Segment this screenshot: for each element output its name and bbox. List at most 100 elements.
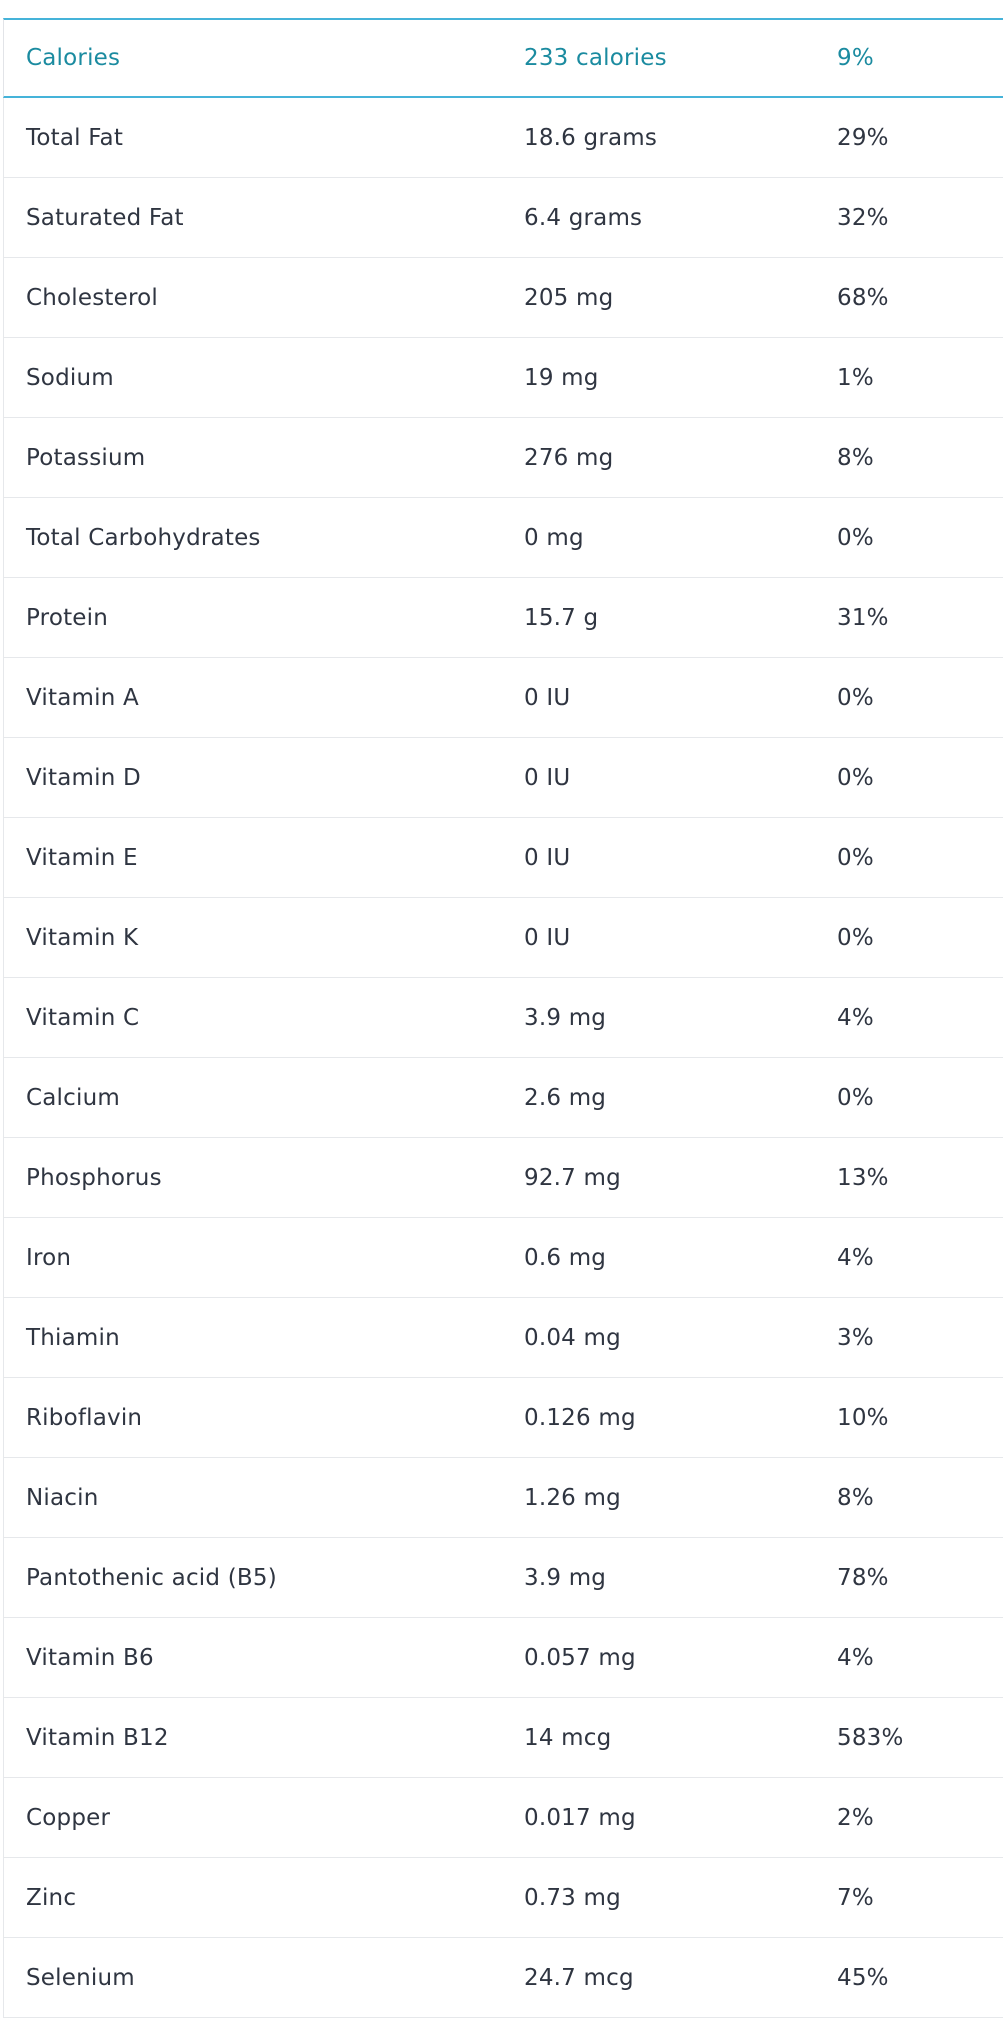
nutrient-name: Cholesterol [26,284,159,311]
nutrient-amount: 0 mg [524,524,584,551]
nutrient-amount: 205 mg [524,284,614,311]
table-row: Total Fat 18.6 grams 29% [3,98,1003,178]
daily-value-percent: 45% [837,1964,889,1991]
nutrient-amount: 15.7 g [524,604,599,631]
daily-value-percent: 13% [837,1164,889,1191]
daily-value-percent: 29% [837,124,889,151]
table-row: Iron 0.6 mg 4% [3,1218,1003,1298]
nutrient-amount: 0.73 mg [524,1884,621,1911]
calories-header-row: Calories 233 calories 9% [3,18,1003,98]
table-row: Thiamin 0.04 mg 3% [3,1298,1003,1378]
nutrient-name: Riboflavin [26,1404,143,1431]
nutrient-name: Zinc [26,1884,77,1911]
nutrient-name: Vitamin D [26,764,141,791]
daily-value-percent: 4% [837,1004,874,1031]
table-row: Calcium 2.6 mg 0% [3,1058,1003,1138]
nutrient-amount: 92.7 mg [524,1164,621,1191]
table-row: Vitamin E 0 IU 0% [3,818,1003,898]
daily-value-percent: 78% [837,1564,889,1591]
daily-value-percent: 9% [837,45,874,71]
nutrient-name: Calories [26,45,121,71]
daily-value-percent: 10% [837,1404,889,1431]
nutrition-table: Calories 233 calories 9% Total Fat 18.6 g… [3,18,1003,2018]
nutrient-amount: 19 mg [524,364,599,391]
nutrient-amount: 6.4 grams [524,204,643,231]
table-row: Zinc 0.73 mg 7% [3,1858,1003,1938]
daily-value-percent: 0% [837,1084,874,1111]
table-row: Vitamin A 0 IU 0% [3,658,1003,738]
daily-value-percent: 2% [837,1804,874,1831]
table-row: Pantothenic acid (B5) 3.9 mg 78% [3,1538,1003,1618]
nutrient-amount: 1.26 mg [524,1484,621,1511]
daily-value-percent: 31% [837,604,889,631]
nutrient-name: Total Fat [26,124,124,151]
nutrient-name: Pantothenic acid (B5) [26,1564,277,1591]
nutrient-amount: 0.126 mg [524,1404,636,1431]
table-row: Selenium 24.7 mcg 45% [3,1938,1003,2018]
nutrient-amount: 18.6 grams [524,124,658,151]
nutrient-name: Niacin [26,1484,99,1511]
nutrient-name: Protein [26,604,109,631]
table-row: Phosphorus 92.7 mg 13% [3,1138,1003,1218]
table-row: Saturated Fat 6.4 grams 32% [3,178,1003,258]
daily-value-percent: 8% [837,444,874,471]
daily-value-percent: 0% [837,844,874,871]
nutrient-name: Iron [26,1244,72,1271]
daily-value-percent: 583% [837,1724,904,1751]
nutrient-amount: 0 IU [524,924,571,951]
nutrient-amount: 0.04 mg [524,1324,621,1351]
nutrient-amount: 0 IU [524,684,571,711]
table-row: Total Carbohydrates 0 mg 0% [3,498,1003,578]
nutrient-name: Vitamin C [26,1004,140,1031]
table-row: Sodium 19 mg 1% [3,338,1003,418]
daily-value-percent: 3% [837,1324,874,1351]
table-row: Riboflavin 0.126 mg 10% [3,1378,1003,1458]
nutrient-amount: 0.6 mg [524,1244,607,1271]
nutrient-amount: 0 IU [524,764,571,791]
table-row: Protein 15.7 g 31% [3,578,1003,658]
nutrient-amount: 24.7 mcg [524,1964,634,1991]
table-row: Niacin 1.26 mg 8% [3,1458,1003,1538]
nutrient-amount: 3.9 mg [524,1004,607,1031]
daily-value-percent: 0% [837,524,874,551]
table-row: Vitamin C 3.9 mg 4% [3,978,1003,1058]
daily-value-percent: 0% [837,684,874,711]
nutrient-name: Sodium [26,364,114,391]
daily-value-percent: 0% [837,764,874,791]
nutrient-amount: 2.6 mg [524,1084,607,1111]
table-row: Cholesterol 205 mg 68% [3,258,1003,338]
nutrient-amount: 3.9 mg [524,1564,607,1591]
nutrient-amount: 0 IU [524,844,571,871]
nutrient-name: Copper [26,1804,111,1831]
nutrient-amount: 14 mcg [524,1724,612,1751]
daily-value-percent: 1% [837,364,874,391]
daily-value-percent: 7% [837,1884,874,1911]
nutrient-name: Saturated Fat [26,204,184,231]
nutrient-name: Vitamin B12 [26,1724,169,1751]
table-row: Copper 0.017 mg 2% [3,1778,1003,1858]
table-row: Potassium 276 mg 8% [3,418,1003,498]
daily-value-percent: 0% [837,924,874,951]
nutrient-name: Vitamin B6 [26,1644,154,1671]
nutrient-name: Calcium [26,1084,120,1111]
daily-value-percent: 4% [837,1644,874,1671]
daily-value-percent: 8% [837,1484,874,1511]
daily-value-percent: 68% [837,284,889,311]
nutrient-name: Vitamin E [26,844,138,871]
nutrient-name: Selenium [26,1964,135,1991]
daily-value-percent: 32% [837,204,889,231]
table-row: Vitamin K 0 IU 0% [3,898,1003,978]
nutrient-name: Potassium [26,444,146,471]
nutrient-name: Thiamin [26,1324,120,1351]
nutrient-amount: 0.057 mg [524,1644,636,1671]
daily-value-percent: 4% [837,1244,874,1271]
nutrient-amount: 276 mg [524,444,614,471]
nutrient-name: Phosphorus [26,1164,162,1191]
nutrient-name: Total Carbohydrates [26,524,261,551]
nutrient-name: Vitamin K [26,924,139,951]
table-row: Vitamin B6 0.057 mg 4% [3,1618,1003,1698]
nutrient-amount: 0.017 mg [524,1804,636,1831]
nutrient-name: Vitamin A [26,684,139,711]
table-row: Vitamin B12 14 mcg 583% [3,1698,1003,1778]
table-row: Vitamin D 0 IU 0% [3,738,1003,818]
